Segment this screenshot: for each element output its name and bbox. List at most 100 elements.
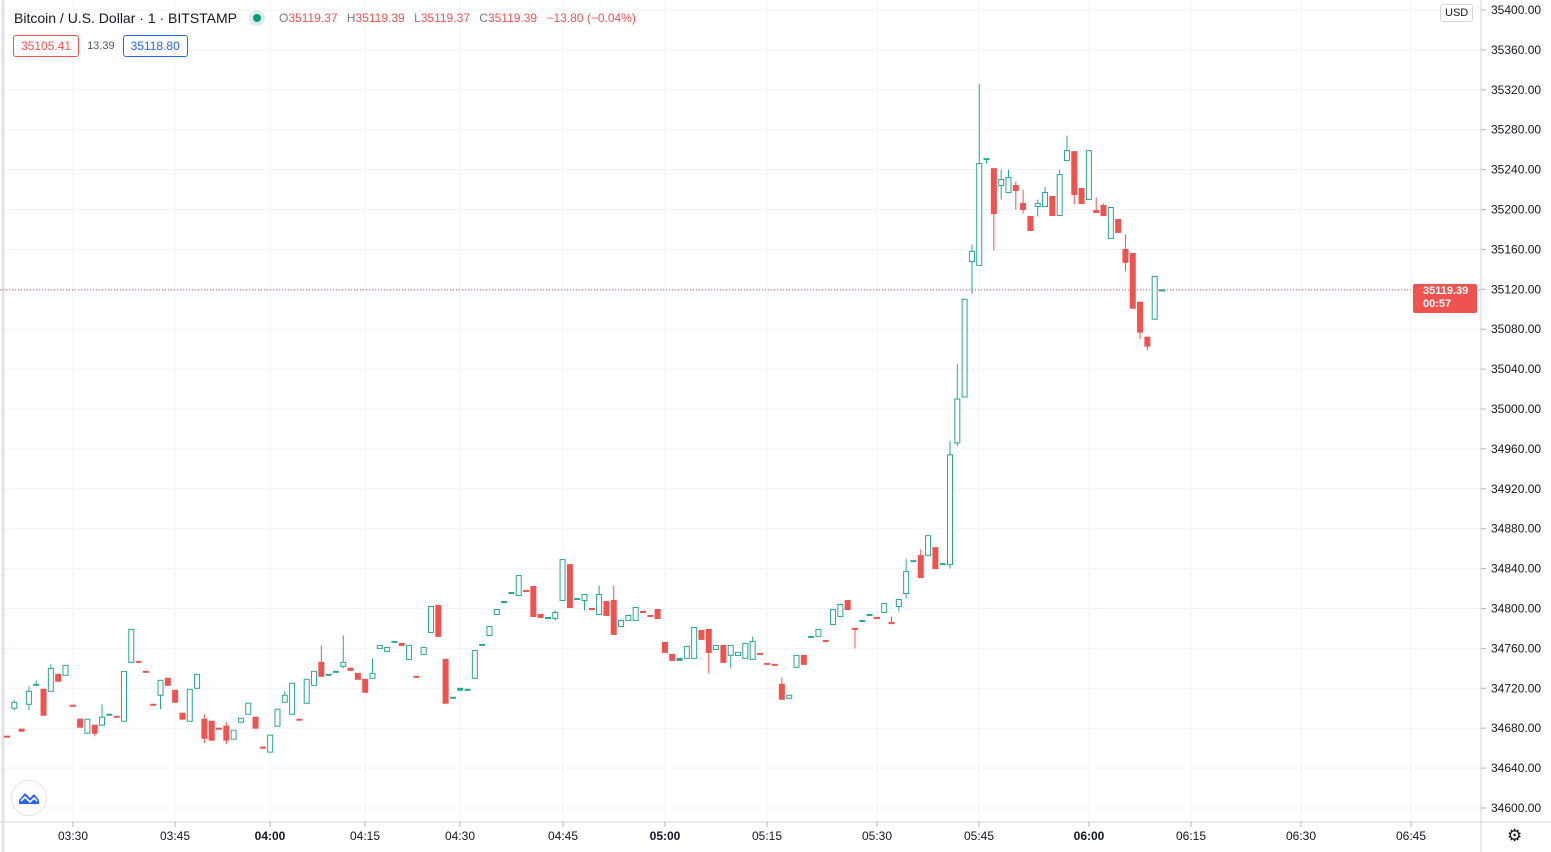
candle — [442, 658, 449, 704]
candle — [362, 678, 369, 693]
candle — [654, 608, 661, 619]
candle-body — [289, 682, 296, 715]
time-axis[interactable]: 03:30 03:45 04:00 04:15 04:30 04:45 05:00 05:15… — [58, 822, 1426, 843]
candle-body — [800, 654, 807, 665]
candle — [142, 670, 149, 673]
candle — [1093, 197, 1100, 213]
candle-body — [998, 179, 1005, 187]
gear-icon[interactable]: ⚙ — [1507, 826, 1523, 845]
candle-body — [25, 690, 32, 705]
candle — [1151, 275, 1158, 320]
candle-body — [537, 613, 544, 618]
candle — [800, 654, 807, 665]
candle-body — [727, 644, 734, 656]
candle — [815, 628, 822, 637]
candle-body — [479, 643, 486, 646]
candle-body — [661, 641, 668, 653]
candle — [917, 549, 924, 579]
candle-body — [369, 672, 376, 679]
candle — [1034, 199, 1041, 217]
candle-body — [786, 694, 793, 699]
candle — [778, 677, 785, 700]
candle-body — [303, 678, 310, 704]
candle — [1056, 169, 1063, 216]
time-tick-label: 05:00 — [650, 829, 681, 843]
candle — [11, 700, 18, 711]
candle — [639, 610, 646, 613]
candle — [340, 635, 347, 669]
candle — [186, 688, 193, 722]
candle-body — [523, 590, 530, 593]
price-tick-label: 34920.00 — [1491, 482, 1541, 496]
candle — [1100, 203, 1107, 216]
candle-body — [274, 708, 281, 727]
candle — [793, 654, 800, 668]
candle — [903, 558, 910, 599]
candle — [493, 608, 500, 615]
candle-body — [208, 720, 215, 741]
candle-body — [669, 653, 676, 661]
candle — [873, 616, 880, 619]
candle — [830, 608, 837, 625]
candle-body — [340, 661, 347, 667]
candle — [230, 729, 237, 740]
candle — [318, 645, 325, 677]
candle-body — [961, 298, 968, 398]
candle — [33, 680, 40, 686]
candle-body — [442, 658, 449, 704]
candle-body — [4, 735, 10, 738]
candle — [311, 670, 318, 686]
symbol-legend: Bitcoin / U.S. Dollar · 1 · BITSTAMP O35… — [14, 10, 642, 26]
candle-body — [1144, 336, 1151, 347]
candle-body — [793, 654, 800, 668]
candle-body — [1078, 188, 1085, 205]
candle — [215, 727, 222, 730]
candle-body — [325, 673, 332, 676]
buy-button[interactable]: 35118.80 — [122, 35, 188, 57]
candle — [632, 607, 639, 621]
time-tick-label: 06:45 — [1396, 829, 1426, 843]
candle — [1027, 215, 1034, 231]
spread-value: 13.39 — [87, 40, 115, 52]
candle — [18, 728, 25, 732]
candle-body — [164, 677, 171, 686]
candle-body — [574, 598, 581, 601]
candle — [508, 592, 515, 595]
time-tick-label: 04:00 — [255, 829, 286, 843]
time-tick-label: 04:45 — [548, 829, 578, 843]
candle — [91, 724, 98, 737]
candle — [961, 298, 968, 398]
sell-button[interactable]: 35105.41 — [13, 35, 80, 57]
candle — [566, 564, 573, 609]
candle — [471, 649, 478, 679]
price-tick-label: 35400.00 — [1491, 3, 1541, 17]
candle-body — [771, 663, 778, 666]
candle — [954, 364, 961, 446]
candle-body — [362, 678, 369, 693]
price-axis[interactable]: 34600.00 34640.00 34680.00 34720.00 34760.00… — [1481, 3, 1541, 815]
candle — [851, 627, 858, 649]
candle — [208, 720, 215, 741]
symbol-title[interactable]: Bitcoin / U.S. Dollar · 1 · BITSTAMP — [14, 10, 238, 26]
candle-body — [603, 601, 610, 616]
currency-button[interactable]: USD — [1440, 4, 1474, 22]
candle — [413, 675, 420, 678]
tradingview-cloud-icon[interactable] — [11, 780, 47, 816]
candle — [1137, 301, 1144, 340]
candle — [347, 667, 354, 671]
low-label: L — [414, 11, 421, 25]
candle-body — [713, 644, 720, 650]
change-value: −13.80 (−0.04%) — [546, 11, 636, 25]
candle-body — [406, 644, 413, 660]
candle-body — [259, 746, 266, 749]
candle-body — [683, 645, 690, 659]
candle — [369, 658, 376, 679]
candle — [1144, 336, 1151, 351]
candle-body — [844, 600, 851, 610]
price-tick-label: 34600.00 — [1491, 801, 1541, 815]
candle-body — [281, 694, 288, 703]
candle — [259, 746, 266, 749]
candle — [281, 691, 288, 703]
candle-body — [764, 662, 771, 665]
